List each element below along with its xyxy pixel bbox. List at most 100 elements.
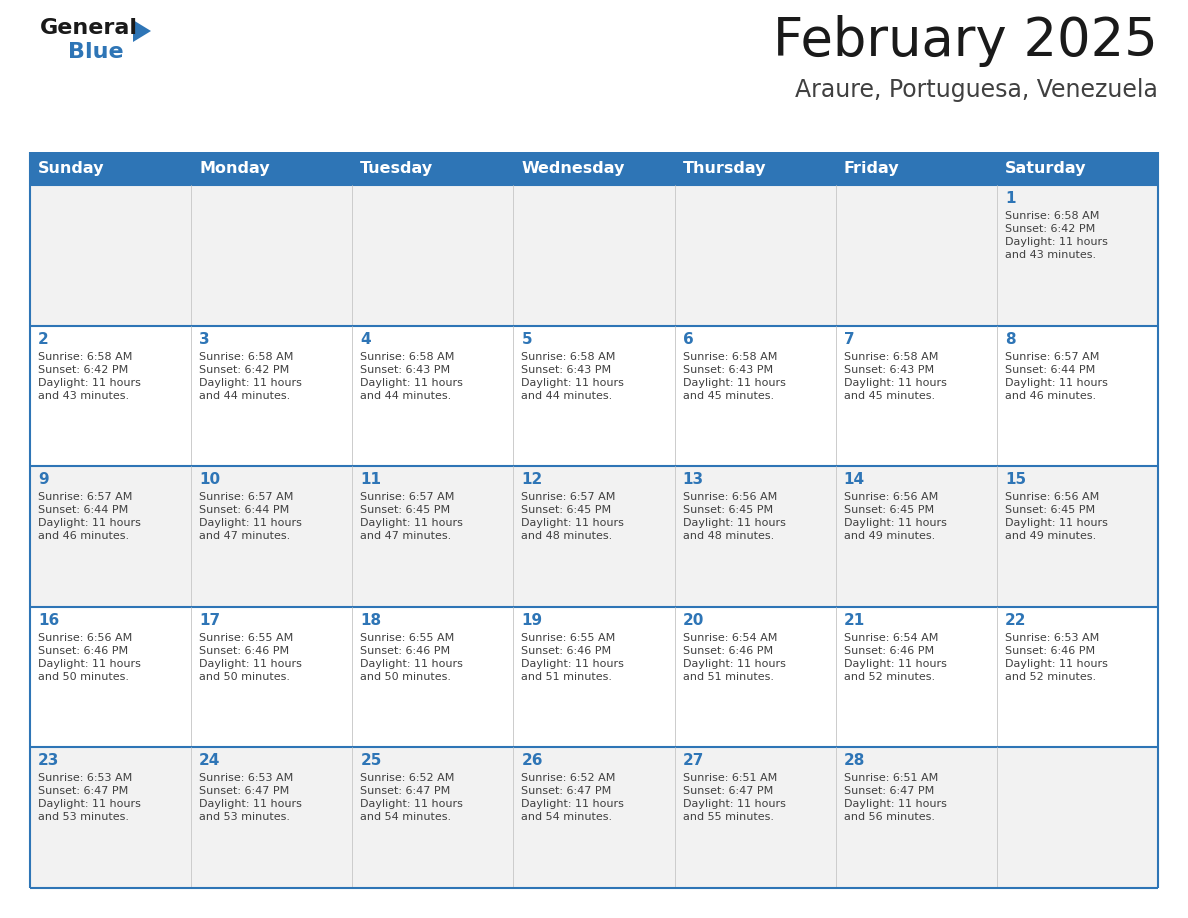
Text: and 54 minutes.: and 54 minutes. — [360, 812, 451, 823]
Text: Daylight: 11 hours: Daylight: 11 hours — [1005, 377, 1107, 387]
Text: General: General — [40, 18, 138, 38]
Text: 24: 24 — [200, 754, 221, 768]
Text: and 55 minutes.: and 55 minutes. — [683, 812, 773, 823]
Text: 17: 17 — [200, 613, 220, 628]
Text: Daylight: 11 hours: Daylight: 11 hours — [200, 800, 302, 810]
Text: Daylight: 11 hours: Daylight: 11 hours — [522, 377, 625, 387]
Text: 23: 23 — [38, 754, 59, 768]
Text: Daylight: 11 hours: Daylight: 11 hours — [683, 377, 785, 387]
Text: 14: 14 — [843, 472, 865, 487]
Text: Daylight: 11 hours: Daylight: 11 hours — [38, 377, 141, 387]
Bar — [30, 607, 1158, 747]
Text: 10: 10 — [200, 472, 220, 487]
Text: and 46 minutes.: and 46 minutes. — [1005, 390, 1097, 400]
Text: Sunrise: 6:53 AM: Sunrise: 6:53 AM — [38, 773, 132, 783]
Text: Daylight: 11 hours: Daylight: 11 hours — [1005, 659, 1107, 669]
Text: Sunrise: 6:54 AM: Sunrise: 6:54 AM — [843, 633, 939, 643]
Text: and 53 minutes.: and 53 minutes. — [38, 812, 129, 823]
Text: Sunrise: 6:57 AM: Sunrise: 6:57 AM — [38, 492, 132, 502]
Text: Daylight: 11 hours: Daylight: 11 hours — [843, 377, 947, 387]
Text: Sunrise: 6:55 AM: Sunrise: 6:55 AM — [200, 633, 293, 643]
Text: 20: 20 — [683, 613, 704, 628]
Text: Sunset: 6:46 PM: Sunset: 6:46 PM — [200, 645, 289, 655]
Text: Sunrise: 6:51 AM: Sunrise: 6:51 AM — [683, 773, 777, 783]
Text: Sunrise: 6:56 AM: Sunrise: 6:56 AM — [843, 492, 939, 502]
Text: Daylight: 11 hours: Daylight: 11 hours — [200, 377, 302, 387]
Text: Sunset: 6:46 PM: Sunset: 6:46 PM — [683, 645, 772, 655]
Text: Sunrise: 6:53 AM: Sunrise: 6:53 AM — [1005, 633, 1099, 643]
Text: Daylight: 11 hours: Daylight: 11 hours — [522, 518, 625, 528]
Text: Sunset: 6:44 PM: Sunset: 6:44 PM — [200, 505, 290, 515]
Text: Sunset: 6:42 PM: Sunset: 6:42 PM — [200, 364, 290, 375]
Text: Sunset: 6:45 PM: Sunset: 6:45 PM — [522, 505, 612, 515]
Text: Sunset: 6:44 PM: Sunset: 6:44 PM — [38, 505, 128, 515]
Text: Sunrise: 6:58 AM: Sunrise: 6:58 AM — [683, 352, 777, 362]
Text: Daylight: 11 hours: Daylight: 11 hours — [360, 377, 463, 387]
Text: Sunrise: 6:56 AM: Sunrise: 6:56 AM — [683, 492, 777, 502]
Text: Sunrise: 6:58 AM: Sunrise: 6:58 AM — [1005, 211, 1099, 221]
Text: Sunset: 6:43 PM: Sunset: 6:43 PM — [522, 364, 612, 375]
Text: and 49 minutes.: and 49 minutes. — [1005, 532, 1097, 542]
Text: Daylight: 11 hours: Daylight: 11 hours — [360, 800, 463, 810]
Text: Friday: Friday — [843, 161, 899, 176]
Text: February 2025: February 2025 — [773, 15, 1158, 67]
Text: Sunrise: 6:58 AM: Sunrise: 6:58 AM — [843, 352, 939, 362]
Text: Wednesday: Wednesday — [522, 161, 625, 176]
Text: Daylight: 11 hours: Daylight: 11 hours — [683, 659, 785, 669]
Text: 12: 12 — [522, 472, 543, 487]
Text: Daylight: 11 hours: Daylight: 11 hours — [843, 518, 947, 528]
Text: and 53 minutes.: and 53 minutes. — [200, 812, 290, 823]
Text: and 43 minutes.: and 43 minutes. — [1005, 250, 1097, 260]
Text: Sunset: 6:44 PM: Sunset: 6:44 PM — [1005, 364, 1095, 375]
Text: and 43 minutes.: and 43 minutes. — [38, 390, 129, 400]
Text: and 44 minutes.: and 44 minutes. — [200, 390, 290, 400]
Text: 8: 8 — [1005, 331, 1016, 347]
Text: Tuesday: Tuesday — [360, 161, 434, 176]
Bar — [675, 152, 835, 185]
Text: Sunset: 6:43 PM: Sunset: 6:43 PM — [843, 364, 934, 375]
Text: Sunrise: 6:55 AM: Sunrise: 6:55 AM — [360, 633, 455, 643]
Text: and 52 minutes.: and 52 minutes. — [1005, 672, 1097, 682]
Text: 19: 19 — [522, 613, 543, 628]
Text: Sunset: 6:42 PM: Sunset: 6:42 PM — [1005, 224, 1095, 234]
Text: Blue: Blue — [68, 42, 124, 62]
Text: 18: 18 — [360, 613, 381, 628]
Text: Sunday: Sunday — [38, 161, 105, 176]
Text: Sunrise: 6:56 AM: Sunrise: 6:56 AM — [38, 633, 132, 643]
Text: Sunset: 6:45 PM: Sunset: 6:45 PM — [843, 505, 934, 515]
Text: and 51 minutes.: and 51 minutes. — [522, 672, 613, 682]
Text: 13: 13 — [683, 472, 703, 487]
Text: Araure, Portuguesa, Venezuela: Araure, Portuguesa, Venezuela — [795, 78, 1158, 102]
Text: Daylight: 11 hours: Daylight: 11 hours — [522, 800, 625, 810]
Text: Daylight: 11 hours: Daylight: 11 hours — [360, 659, 463, 669]
Text: Sunset: 6:46 PM: Sunset: 6:46 PM — [843, 645, 934, 655]
Text: Sunset: 6:45 PM: Sunset: 6:45 PM — [683, 505, 772, 515]
Text: 28: 28 — [843, 754, 865, 768]
Text: Daylight: 11 hours: Daylight: 11 hours — [683, 518, 785, 528]
Text: Sunrise: 6:58 AM: Sunrise: 6:58 AM — [522, 352, 615, 362]
Text: 1: 1 — [1005, 191, 1016, 206]
Text: 6: 6 — [683, 331, 694, 347]
Text: Daylight: 11 hours: Daylight: 11 hours — [38, 800, 141, 810]
Text: and 54 minutes.: and 54 minutes. — [522, 812, 613, 823]
Text: and 49 minutes.: and 49 minutes. — [843, 532, 935, 542]
Text: and 44 minutes.: and 44 minutes. — [522, 390, 613, 400]
Text: Sunrise: 6:54 AM: Sunrise: 6:54 AM — [683, 633, 777, 643]
Bar — [30, 466, 1158, 607]
Text: Sunset: 6:43 PM: Sunset: 6:43 PM — [683, 364, 772, 375]
Text: Sunrise: 6:51 AM: Sunrise: 6:51 AM — [843, 773, 939, 783]
Text: 16: 16 — [38, 613, 59, 628]
Text: Daylight: 11 hours: Daylight: 11 hours — [683, 800, 785, 810]
Text: 22: 22 — [1005, 613, 1026, 628]
Text: Sunset: 6:46 PM: Sunset: 6:46 PM — [38, 645, 128, 655]
Text: Daylight: 11 hours: Daylight: 11 hours — [38, 518, 141, 528]
Text: and 52 minutes.: and 52 minutes. — [843, 672, 935, 682]
Text: Sunrise: 6:56 AM: Sunrise: 6:56 AM — [1005, 492, 1099, 502]
Text: and 47 minutes.: and 47 minutes. — [360, 532, 451, 542]
Text: 2: 2 — [38, 331, 49, 347]
Text: Sunset: 6:47 PM: Sunset: 6:47 PM — [683, 787, 773, 797]
Text: 11: 11 — [360, 472, 381, 487]
Text: Sunset: 6:45 PM: Sunset: 6:45 PM — [1005, 505, 1095, 515]
Text: and 50 minutes.: and 50 minutes. — [38, 672, 129, 682]
Bar — [513, 152, 675, 185]
